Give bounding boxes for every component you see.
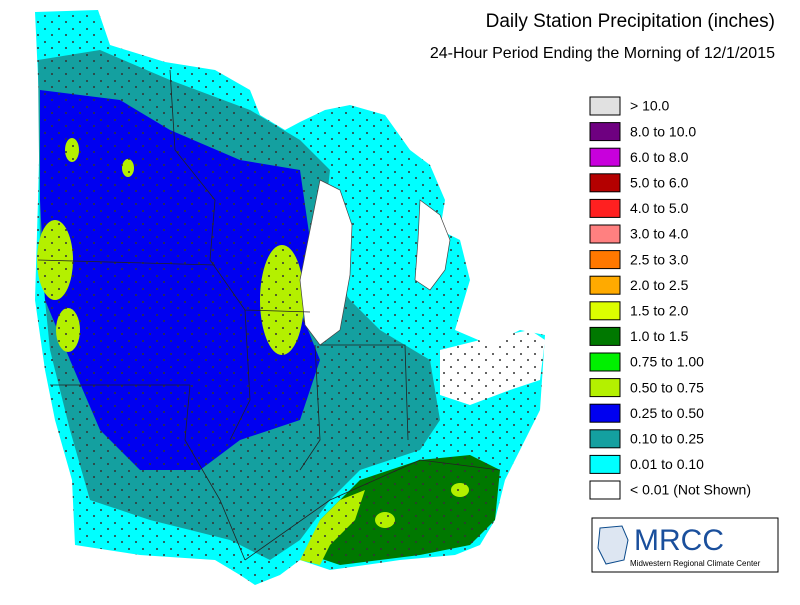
logo-full-name: Midwestern Regional Climate Center xyxy=(630,559,761,568)
legend-swatch xyxy=(589,198,621,218)
legend-label: > 10.0 xyxy=(630,98,670,114)
legend-label: 3.0 to 4.0 xyxy=(630,226,689,242)
legend-swatch xyxy=(589,378,621,398)
legend-swatch xyxy=(589,352,621,372)
legend-swatch xyxy=(589,429,621,449)
lake-huron xyxy=(414,199,451,291)
lake-michigan xyxy=(299,179,353,346)
logo-map xyxy=(597,525,629,565)
legend-swatch xyxy=(589,480,621,500)
legend-swatch xyxy=(589,250,621,270)
legend-label: 5.0 to 6.0 xyxy=(630,175,689,191)
legend-label: 0.10 to 0.25 xyxy=(630,431,704,447)
logo: MRCC Midwestern Regional Climate Center xyxy=(591,517,779,573)
legend-label: < 0.01 (Not Shown) xyxy=(630,482,751,498)
subtitle: 24-Hour Period Ending the Morning of 12/… xyxy=(430,45,775,62)
legend-swatch xyxy=(589,301,621,321)
legend-swatch xyxy=(589,403,621,423)
legend-label: 4.0 to 5.0 xyxy=(630,200,689,216)
logo-name: MRCC xyxy=(634,524,724,557)
station-dots xyxy=(35,10,545,585)
legend-swatch xyxy=(589,326,621,346)
legend-swatch xyxy=(589,96,621,116)
legend-label: 6.0 to 8.0 xyxy=(630,149,689,165)
legend-swatch xyxy=(589,173,621,193)
legend-swatch xyxy=(589,454,621,474)
legend-label: 2.5 to 3.0 xyxy=(630,251,689,267)
state-borders xyxy=(37,69,501,561)
legend-swatch xyxy=(589,122,621,142)
title: Daily Station Precipitation (inches) xyxy=(486,11,775,32)
legend-label: 1.0 to 1.5 xyxy=(630,328,689,344)
legend-swatch xyxy=(589,275,621,295)
legend-swatch xyxy=(589,147,621,167)
legend-label: 2.0 to 2.5 xyxy=(630,277,689,293)
legend-label: 1.5 to 2.0 xyxy=(630,303,689,319)
legend-label: 8.0 to 10.0 xyxy=(630,123,696,139)
legend-swatch xyxy=(589,224,621,244)
legend-label: 0.01 to 0.10 xyxy=(630,456,704,472)
map xyxy=(35,10,545,585)
legend-label: 0.75 to 1.00 xyxy=(630,354,704,370)
legend-label: 0.25 to 0.50 xyxy=(630,405,704,421)
legend: > 10.0 8.0 to 10.0 6.0 to 8.0 5.0 to 6.0 4.0… xyxy=(589,96,751,500)
legend-label: 0.50 to 0.75 xyxy=(630,379,704,395)
